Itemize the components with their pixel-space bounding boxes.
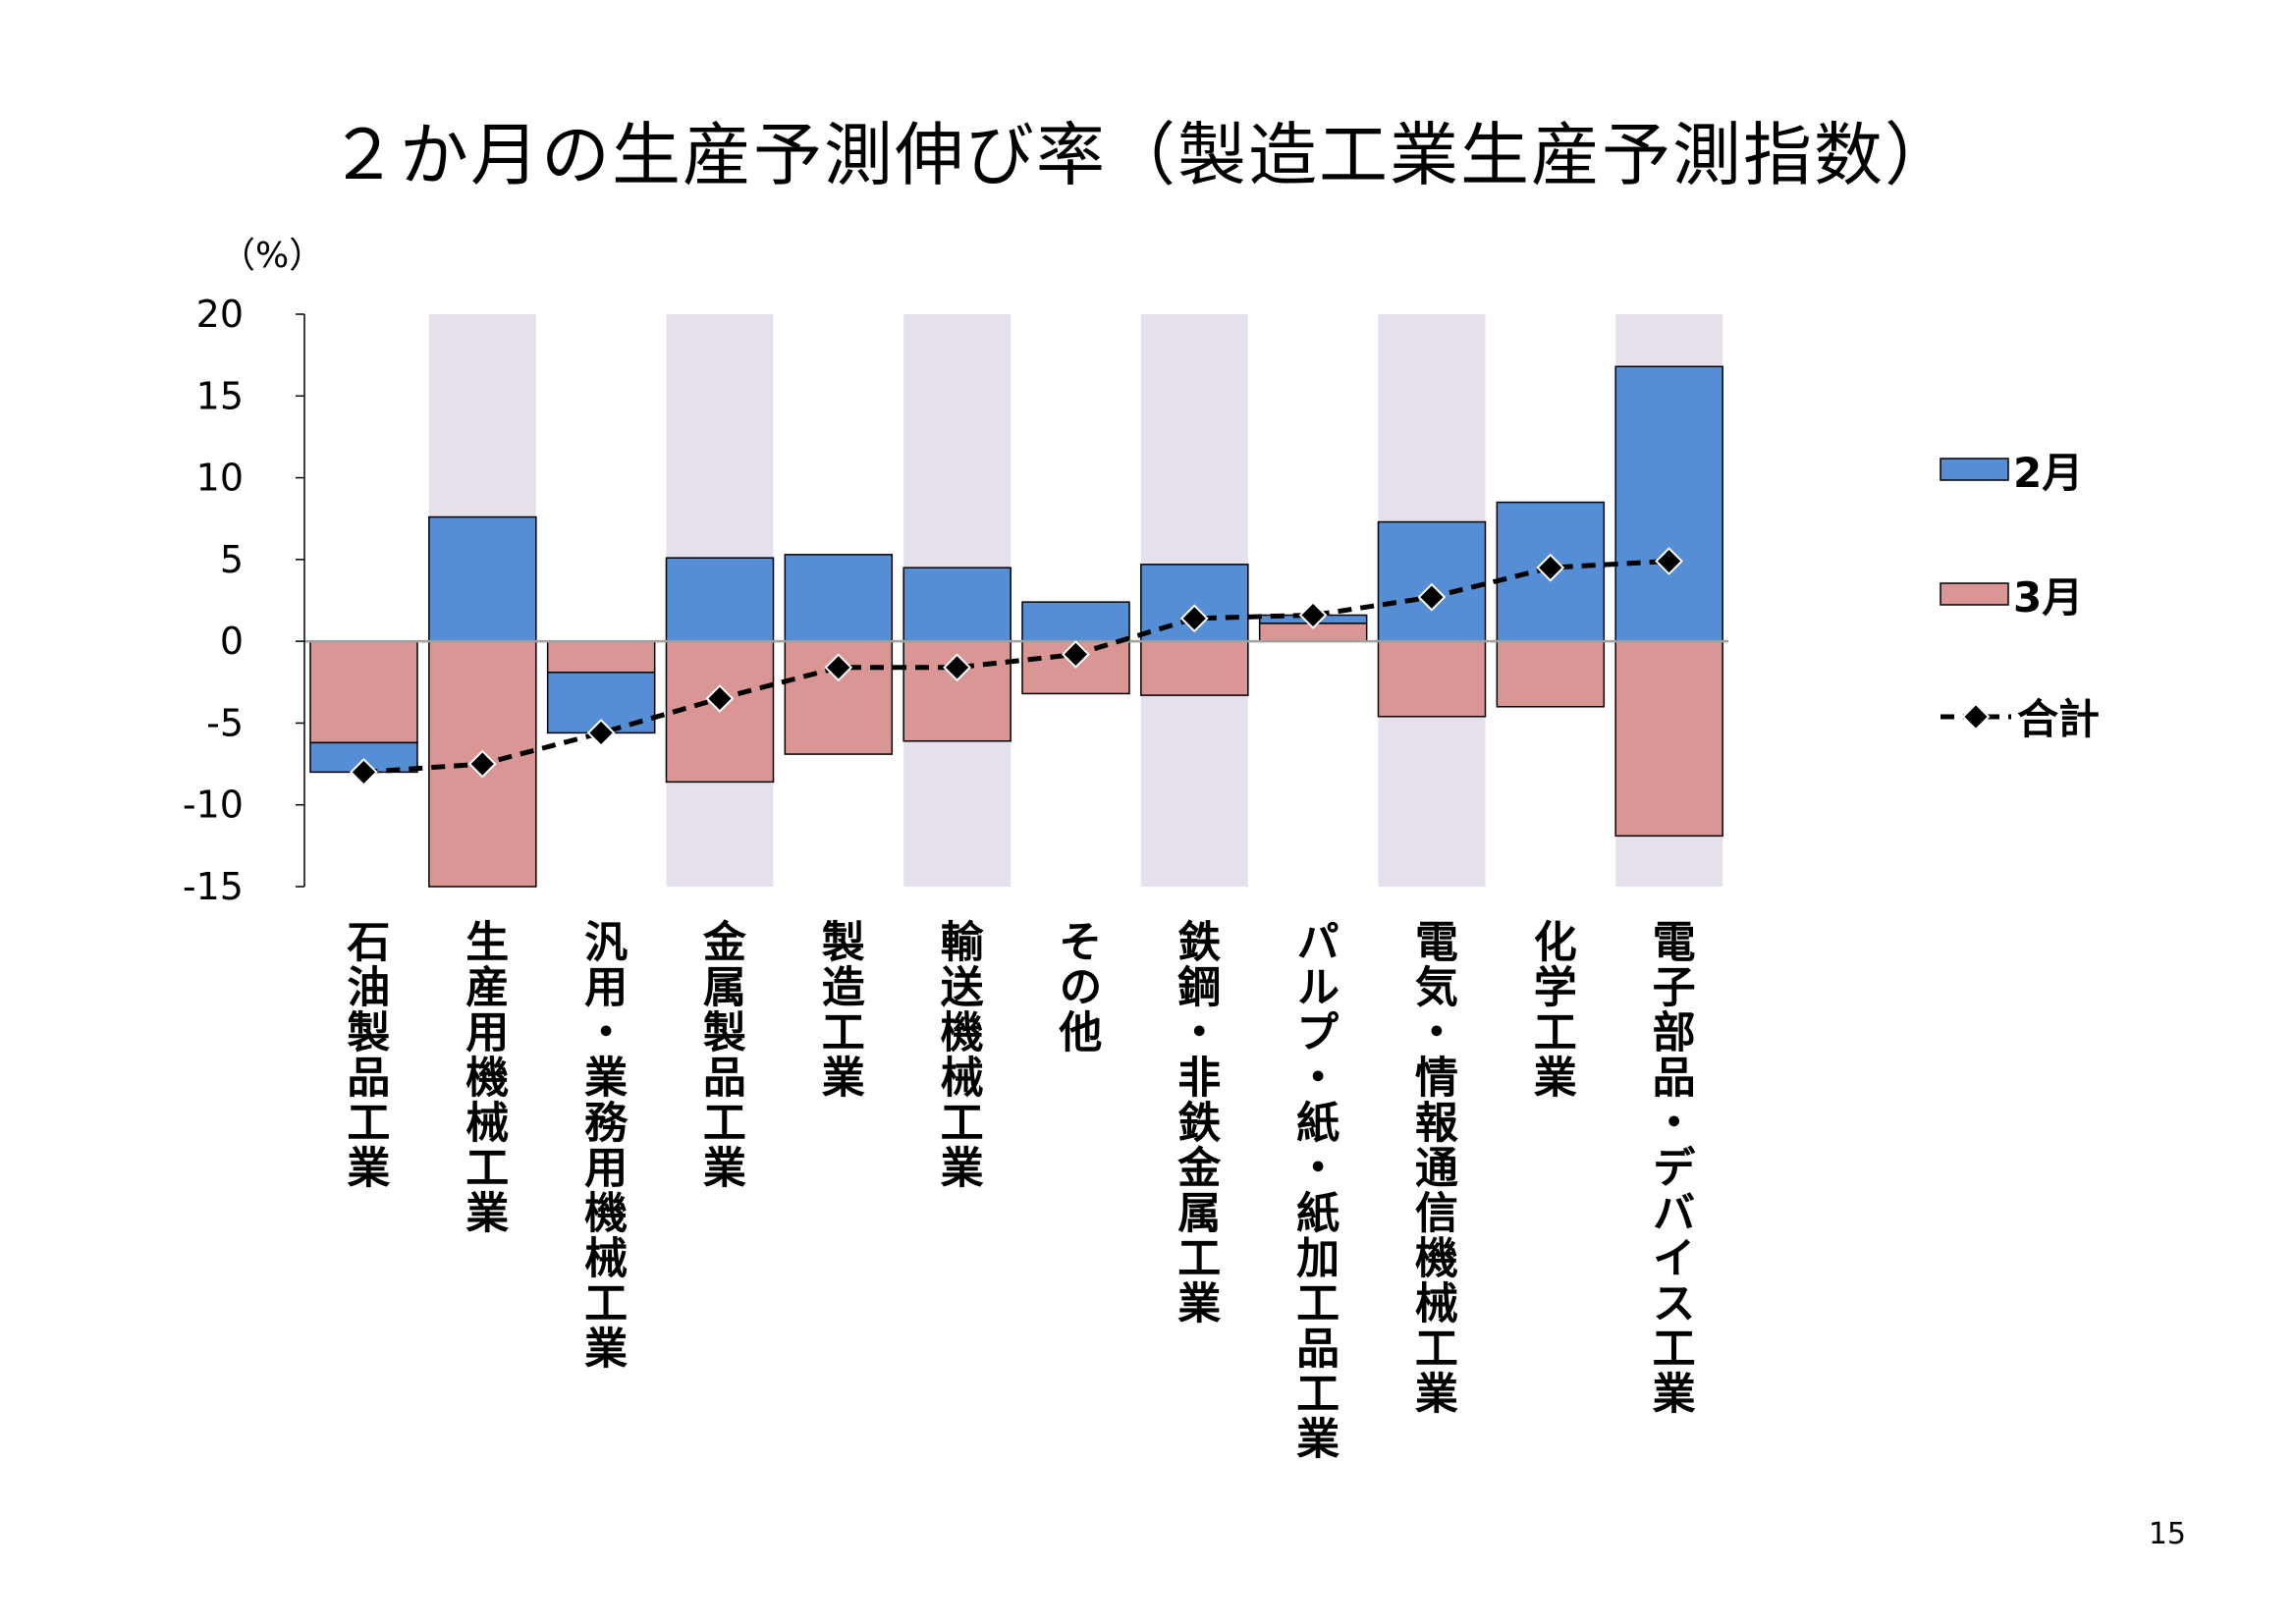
- legend-label-february: 2月: [2013, 449, 2083, 497]
- bar-march: [309, 640, 418, 744]
- marker-total: [1417, 582, 1447, 612]
- legend: 2月 3月 合計: [1940, 449, 2100, 743]
- legend-label-march: 3月: [2013, 573, 2083, 622]
- marker-total: [705, 684, 735, 713]
- marker-total: [1062, 640, 1090, 669]
- marker-total: [1655, 547, 1683, 575]
- legend-label-total: 合計: [2017, 695, 2100, 743]
- marker-total: [586, 719, 616, 747]
- bar-february: [665, 557, 775, 642]
- y-tick-label: -15: [183, 865, 244, 908]
- bar-february: [1377, 520, 1487, 642]
- bar-march: [1140, 640, 1249, 696]
- bar-february: [784, 554, 894, 642]
- y-tick-label: 0: [220, 620, 244, 663]
- marker-total: [467, 749, 497, 779]
- marker-total: [1298, 601, 1328, 629]
- y-tick-label: -5: [206, 701, 244, 744]
- legend-marker-total: [1961, 702, 1991, 731]
- line-total: [363, 559, 1669, 775]
- bar-february: [1614, 365, 1723, 642]
- y-axis-unit-label: （%）: [220, 236, 324, 276]
- legend-swatch-february: [1940, 458, 2009, 481]
- marker-total: [943, 653, 971, 682]
- marker-total: [1179, 604, 1209, 633]
- y-tick-label: -10: [183, 784, 244, 827]
- bar-february: [428, 515, 537, 642]
- y-tick-label: 20: [196, 293, 244, 336]
- page-number: 15: [2149, 1517, 2186, 1551]
- y-tick-label: 15: [196, 374, 244, 417]
- marker-total: [1536, 553, 1565, 582]
- marker-total: [824, 653, 853, 682]
- bars: [309, 365, 1723, 888]
- bar-february: [902, 567, 1011, 642]
- chart-title: ２か月の生産予測伸び率（製造工業生産予測指数）: [329, 115, 1955, 195]
- bar-march: [1614, 640, 1723, 838]
- y-axis-group: 20 15 10 5 0 -5 -10 -15: [183, 293, 305, 908]
- marker-total: [350, 757, 378, 786]
- legend-swatch-march: [1940, 582, 2009, 606]
- bar-march: [1377, 640, 1487, 718]
- bar-february: [1021, 601, 1130, 642]
- bar-march: [546, 640, 656, 674]
- total-line-group: [350, 547, 1683, 786]
- y-tick-label: 10: [196, 457, 244, 500]
- bar-march: [1496, 640, 1606, 708]
- y-tick-label: 5: [220, 538, 244, 581]
